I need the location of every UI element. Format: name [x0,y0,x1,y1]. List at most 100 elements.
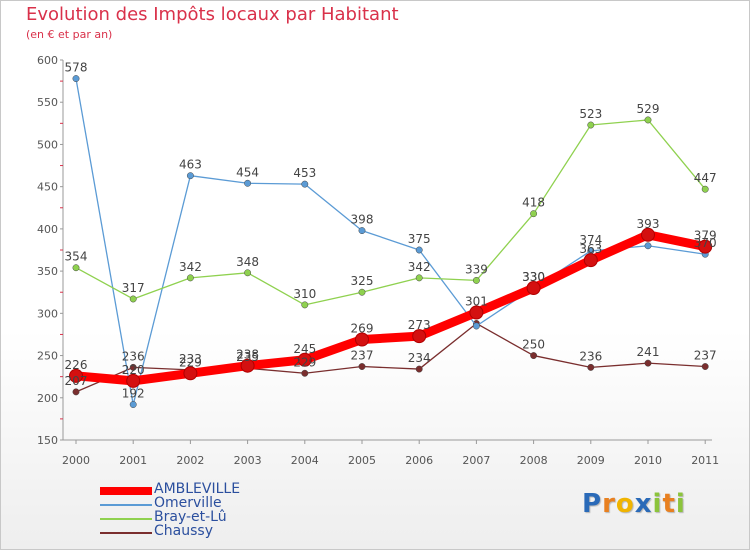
x-tick-label: 2002 [176,454,204,467]
y-tick-label: 400 [37,223,58,236]
data-label: 236 [122,349,145,363]
data-point [183,366,198,381]
data-label: 330 [522,270,545,284]
data-label: 234 [408,351,431,365]
data-point [301,301,309,309]
x-tick-label: 2010 [634,454,662,467]
data-point [701,185,709,193]
data-label: 330 [522,270,545,284]
series-line [75,322,706,393]
proxiti-logo: Proxiti [582,489,686,519]
legend-label: AMBLEVILLE [154,481,241,497]
data-point [126,373,141,388]
y-tick-label: 600 [37,54,58,67]
data-label: 339 [465,262,488,276]
data-point [69,368,83,383]
data-point [583,253,598,268]
data-label: 229 [179,355,202,369]
logo-letter: t [662,489,676,519]
x-tick-label: 2001 [119,454,147,467]
legend-label: Omerville [154,495,222,511]
data-point [644,116,652,124]
data-point [587,363,595,371]
data-label: 447 [694,171,717,185]
legend-swatch [100,504,152,506]
data-point [129,295,137,303]
data-point [415,365,423,373]
data-point [644,359,652,367]
x-tick-label: 2005 [348,454,376,467]
legend-swatch [100,487,152,495]
data-label: 317 [122,281,145,295]
data-label: 236 [579,349,602,363]
data-label: 226 [65,358,88,372]
chart-title: Evolution des Impôts locaux par Habitant [26,4,399,25]
data-label: 523 [579,107,602,121]
series-line [71,230,710,386]
logo-letter: i [652,489,663,519]
data-point [129,363,137,371]
logo-letter: x [634,489,653,519]
data-point [186,274,194,282]
data-label: 229 [293,355,316,369]
data-label: 241 [637,345,660,359]
series-line [75,119,706,306]
data-point [530,210,538,218]
data-point [355,332,369,347]
x-tick-label: 2004 [291,454,319,467]
legend-label: Bray-et-Lû [154,509,227,525]
data-point [301,369,309,377]
data-label: 375 [408,232,431,246]
data-label: 237 [694,349,717,363]
y-tick-label: 300 [37,307,58,320]
data-point [240,358,255,373]
data-label: 454 [236,165,259,179]
y-tick-label: 450 [37,181,58,194]
data-point [415,274,423,282]
data-label: 348 [236,255,259,269]
data-label: 220 [122,363,145,377]
data-label: 250 [522,338,545,352]
y-tick-label: 550 [37,96,58,109]
data-point [530,352,538,360]
data-point [244,269,252,277]
y-tick-label: 150 [37,434,58,447]
data-point [358,288,366,296]
data-point [72,75,80,83]
chart-subtitle: (en € et par an) [26,28,113,41]
data-point [129,401,137,408]
data-point [244,179,252,187]
series-line [75,77,706,406]
data-label: 301 [465,294,488,308]
data-point [415,246,423,254]
logo-letter: P [582,489,603,519]
data-point [301,180,309,188]
data-label: 269 [351,322,374,336]
data-label: 233 [179,352,202,366]
x-tick-label: 2000 [62,454,90,467]
logo-letter: o [615,489,635,519]
data-point [469,305,484,320]
legend-swatch [100,518,152,520]
legend-label: Chaussy [154,523,213,539]
data-point [472,276,480,284]
data-label: 398 [351,213,374,227]
logo-letter: r [602,489,616,519]
data-point [412,329,427,344]
y-tick-label: 250 [37,350,58,363]
data-label: 245 [293,342,316,356]
data-label: 237 [351,349,374,363]
data-point [186,172,194,180]
data-label: 207 [65,374,88,388]
y-tick-label: 500 [37,138,58,151]
data-point [72,388,80,396]
line-chart: 150 200 250 300 350 400 450 500 550 600 2000 2001 20… [37,54,719,467]
data-point [701,363,709,370]
data-label: 273 [408,318,431,332]
data-point [641,227,655,242]
data-point [358,227,366,235]
x-tick-label: 2009 [577,454,605,467]
data-label: 325 [351,274,374,288]
data-point [644,242,652,250]
